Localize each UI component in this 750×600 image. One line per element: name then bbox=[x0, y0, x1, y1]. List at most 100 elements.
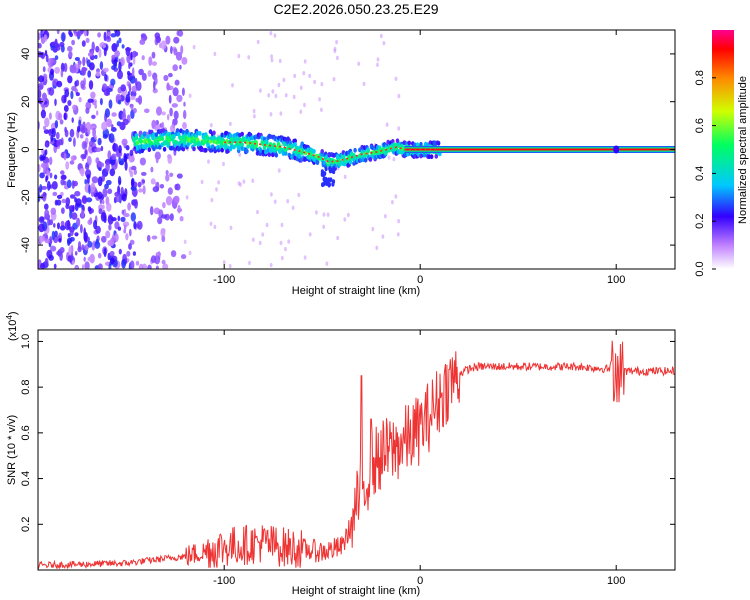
spectrogram-noise-cell bbox=[125, 46, 131, 57]
spectrogram-noise-cell bbox=[45, 170, 51, 176]
spectrogram-noise-cell bbox=[70, 155, 77, 161]
spectrogram-noise-cell bbox=[40, 109, 47, 119]
spectrogram-noise-cell bbox=[118, 61, 122, 72]
spectrogram-noise-cell bbox=[65, 197, 71, 206]
spectrogram-noise-cell bbox=[259, 88, 262, 93]
spectrogram-noise-cell bbox=[49, 156, 53, 166]
x-tick-label: 0 bbox=[417, 274, 423, 286]
spectrogram-noise-cell bbox=[115, 194, 121, 203]
spectrogram-noise-cell bbox=[261, 232, 265, 237]
spectrogram-noise-cell bbox=[256, 209, 259, 215]
spectrogram-noise-cell bbox=[102, 67, 109, 73]
spectrogram-noise-cell bbox=[85, 107, 90, 114]
spectrogram-noise-cell bbox=[44, 257, 49, 268]
spectrogram-noise-cell bbox=[303, 102, 306, 108]
spectrogram-noise-cell bbox=[192, 44, 196, 50]
spectrogram-noise-cell bbox=[291, 205, 295, 210]
colorbar-tick-label: 0.6 bbox=[694, 118, 706, 133]
spectrogram-noise-cell bbox=[87, 206, 92, 212]
spectrogram-noise-cell bbox=[397, 93, 401, 99]
spectrogram-noise-cell bbox=[94, 103, 97, 109]
spectrogram-ridge-cell bbox=[381, 146, 386, 152]
spectrogram-noise-cell bbox=[335, 40, 338, 45]
colorbar-gradient bbox=[712, 30, 734, 269]
spectrogram-noise-cell bbox=[174, 79, 180, 86]
spectrogram-noise-cell bbox=[347, 212, 350, 218]
spectrogram-noise-cell bbox=[139, 157, 146, 166]
spectrogram-noise-cell bbox=[86, 155, 92, 166]
spectrogram-noise-cell bbox=[88, 140, 94, 148]
spectrogram-noise-cell bbox=[270, 54, 273, 59]
spectrogram-ridge-cell bbox=[419, 141, 423, 147]
spectrogram-noise-cell bbox=[161, 259, 166, 265]
spectrogram-noise-cell bbox=[42, 162, 47, 173]
spectrogram-noise-cell bbox=[118, 145, 122, 154]
spectrogram-noise-cell bbox=[177, 204, 181, 214]
spectrogram-noise-cell bbox=[44, 203, 49, 210]
spectrogram-noise-cell bbox=[381, 234, 385, 239]
spectrogram-noise-cell bbox=[315, 210, 318, 215]
spectrogram-noise-cell bbox=[71, 39, 75, 46]
spectrogram-ridge-cell bbox=[181, 146, 186, 152]
spectrogram-noise-cell bbox=[72, 104, 77, 111]
spectrogram-noise-cell bbox=[43, 129, 50, 135]
spectrogram-noise-cell bbox=[60, 170, 65, 175]
spectrogram-noise-cell bbox=[97, 176, 103, 187]
spectrogram-noise-cell bbox=[322, 224, 326, 229]
spectrogram-noise-cell bbox=[65, 161, 70, 170]
spectrogram-noise-cell bbox=[271, 89, 275, 94]
spectrogram-noise-cell bbox=[302, 71, 306, 76]
spectrogram-noise-cell bbox=[165, 174, 170, 182]
spectrogram-noise-cell bbox=[213, 51, 217, 57]
spectrogram-noise-cell bbox=[107, 188, 113, 195]
spectrogram-noise-cell bbox=[57, 112, 63, 121]
spectrogram-noise-cell bbox=[54, 230, 58, 237]
spectrogram-noise-cell bbox=[75, 30, 82, 37]
spectrogram-noise-cell bbox=[57, 222, 60, 230]
spectrogram-noise-cell bbox=[60, 69, 64, 78]
spectrogram-noise-cell bbox=[44, 209, 50, 218]
spectrogram-noise-cell bbox=[81, 66, 87, 76]
spectrogram-noise-cell bbox=[382, 41, 386, 46]
spectrogram-ridge-cell bbox=[283, 151, 288, 156]
spectrogram-noise-cell bbox=[336, 55, 339, 61]
spectrogram-noise-cell bbox=[162, 201, 166, 209]
spectrogram-noise-cell bbox=[44, 149, 48, 156]
spectrogram-noise-cell bbox=[209, 123, 213, 128]
spectrogram-noise-cell bbox=[379, 33, 383, 39]
y-tick-label: 0.8 bbox=[20, 379, 32, 394]
spectrogram-noise-cell bbox=[100, 145, 104, 152]
spectrogram-noise-cell bbox=[147, 264, 152, 269]
spectrogram-noise-cell bbox=[38, 216, 45, 224]
spectrogram-noise-cell bbox=[39, 172, 45, 179]
spectrogram-noise-cell bbox=[49, 172, 53, 179]
spectrogram-ridge-cell bbox=[293, 142, 298, 147]
spectrogram-noise-cell bbox=[117, 70, 123, 80]
spectrogram-ridge-cell bbox=[312, 149, 316, 154]
spectrogram-noise-cell bbox=[54, 199, 58, 206]
spectrogram-noise-cell bbox=[63, 105, 69, 112]
spectrogram-noise-cell bbox=[91, 41, 95, 52]
spectrogram-noise-cell bbox=[209, 221, 213, 226]
spectrogram-noise-cell bbox=[161, 235, 166, 242]
spectrogram-noise-cell bbox=[151, 51, 156, 59]
spectrogram-noise-cell bbox=[71, 212, 78, 220]
spectrogram-noise-cell bbox=[142, 185, 146, 195]
spectrogram-noise-cell bbox=[107, 32, 112, 37]
spectrogram-noise-cell bbox=[81, 195, 87, 204]
spectrogram-ridge-cell bbox=[224, 142, 228, 148]
spectrogram-noise-cell bbox=[175, 51, 183, 61]
spectrogram-noise-cell bbox=[123, 152, 127, 163]
spectrogram-ridge-cell bbox=[407, 140, 412, 146]
spectrogram-ridge-cell bbox=[160, 136, 165, 141]
spectrogram-noise-cell bbox=[172, 87, 179, 97]
spectrogram-noise-cell bbox=[165, 169, 169, 176]
spectrogram-noise-cell bbox=[147, 70, 152, 77]
spectrogram-noise-cell bbox=[122, 118, 129, 126]
spectrogram-noise-cell bbox=[169, 85, 174, 90]
spectrogram-noise-cell bbox=[39, 235, 43, 244]
spectrogram-noise-cell bbox=[70, 90, 74, 100]
spectrogram-ridge-cell bbox=[320, 149, 325, 154]
spectrogram-noise-cell bbox=[97, 191, 103, 200]
spectrogram-noise-cell bbox=[63, 112, 67, 120]
